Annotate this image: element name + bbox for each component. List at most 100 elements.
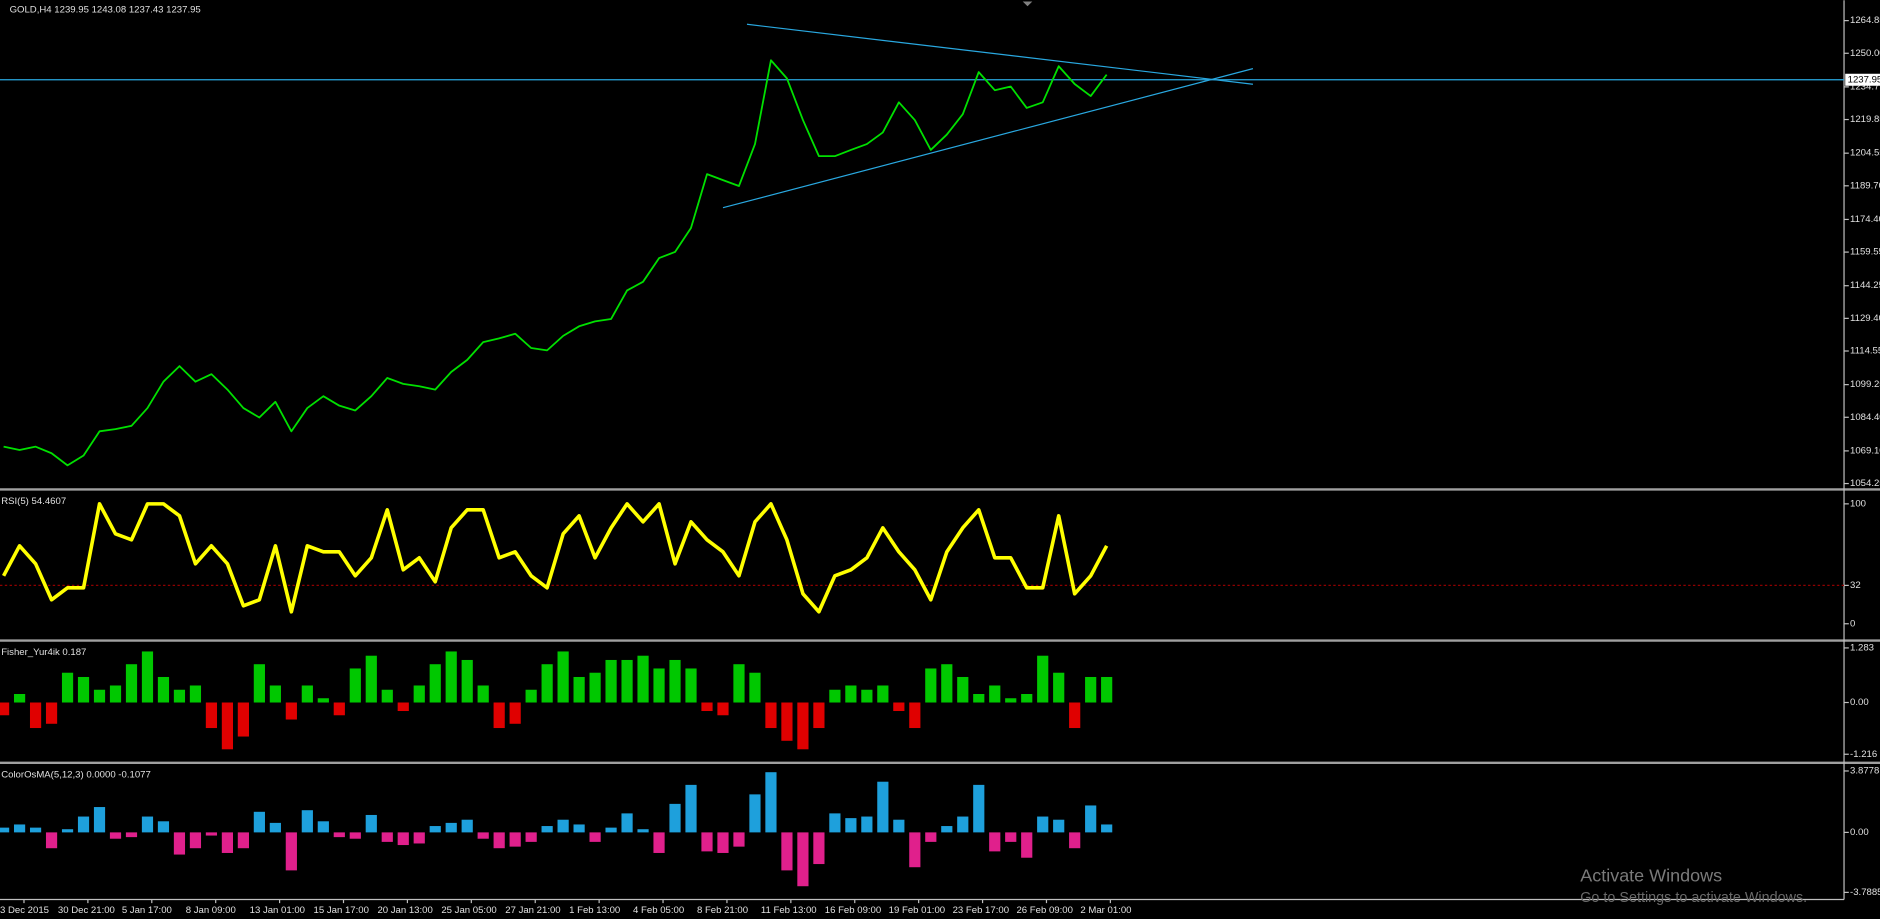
histogram-bar — [733, 832, 745, 847]
histogram-bar — [797, 832, 809, 887]
histogram-bar — [397, 702, 409, 712]
histogram-bar — [717, 832, 729, 853]
y-tick-label: 32 — [1850, 580, 1861, 591]
panel-title: Fisher_Yur4ik 0.187 — [1, 647, 86, 658]
histogram-bar — [173, 689, 186, 703]
y-tick-label: 1250.00 — [1850, 48, 1880, 59]
histogram-bar — [237, 702, 249, 737]
trendline — [746, 23, 1254, 85]
x-tick-label: 1 Feb 13:00 — [569, 905, 620, 916]
histogram-bar — [349, 668, 361, 703]
y-tick-label: 1099.25 — [1850, 379, 1880, 390]
histogram-bar — [749, 672, 761, 703]
y-tick-label: 1054.25 — [1850, 478, 1880, 489]
histogram-bar — [365, 814, 377, 833]
histogram-bar — [861, 816, 873, 833]
histogram-bar — [269, 822, 281, 833]
histogram-bar — [477, 685, 489, 703]
y-tick-label: 1129.40 — [1850, 313, 1880, 324]
histogram-bar — [685, 668, 697, 703]
series-line — [3, 59, 1108, 467]
panel-title: ColorOsMA(5,12,3) 0.0000 -0.1077 — [1, 769, 151, 780]
histogram-bar — [701, 832, 713, 852]
shift-marker — [1022, 1, 1033, 7]
histogram-bar — [653, 832, 665, 853]
histogram-bar — [461, 819, 473, 833]
x-tick-label: 15 Jan 17:00 — [314, 905, 369, 916]
x-tick-label: 3 Dec 2015 — [0, 905, 49, 916]
histogram-bar — [61, 672, 74, 703]
histogram-bar — [637, 655, 649, 703]
watermark-subtitle: Go to Settings to activate Windows. — [1580, 890, 1807, 906]
histogram-bar — [541, 664, 553, 703]
histogram-bar — [829, 813, 841, 833]
histogram-bar — [125, 664, 138, 703]
histogram-bar — [93, 807, 106, 833]
histogram-bar — [605, 659, 617, 703]
histogram-bar — [0, 702, 10, 716]
histogram-bar — [813, 832, 825, 865]
y-tick-label: 1114.55 — [1850, 346, 1880, 357]
histogram-bar — [141, 651, 154, 703]
histogram-bar — [573, 676, 585, 703]
histogram-bar — [669, 659, 681, 703]
histogram-bar — [573, 824, 585, 833]
y-tick-label: 0.00 — [1850, 827, 1869, 838]
histogram-bar — [285, 702, 297, 720]
histogram-bar — [285, 832, 297, 871]
histogram-bar — [1021, 693, 1033, 703]
histogram-bar — [829, 689, 841, 703]
histogram-bar — [909, 832, 921, 868]
y-tick-label: 1069.10 — [1850, 445, 1880, 456]
histogram-bar — [13, 693, 26, 703]
y-tick-label: 3.8778 — [1850, 766, 1879, 777]
x-tick-label: 4 Feb 05:00 — [633, 905, 684, 916]
histogram-bar — [605, 827, 617, 833]
histogram-bar — [29, 702, 42, 729]
histogram-bar — [189, 685, 202, 703]
histogram-bar — [93, 689, 106, 703]
histogram-bar — [253, 811, 265, 833]
histogram-bar — [157, 676, 170, 703]
x-tick-label: 8 Feb 21:00 — [697, 905, 748, 916]
histogram-bar — [909, 702, 921, 729]
histogram-bar — [0, 827, 10, 833]
y-tick-label: -3.7885 — [1850, 887, 1880, 898]
y-tick-label: 1159.55 — [1850, 247, 1880, 258]
histogram-bar — [1069, 832, 1081, 849]
histogram-bar — [925, 832, 937, 842]
trendline — [722, 68, 1254, 209]
histogram-bar — [541, 826, 553, 833]
x-tick-label: 26 Feb 09:00 — [1016, 905, 1072, 916]
histogram-bar — [621, 659, 633, 703]
x-tick-label: 16 Feb 09:00 — [825, 905, 881, 916]
histogram-bar — [397, 832, 409, 846]
histogram-bar — [413, 832, 425, 844]
histogram-bar — [877, 685, 889, 703]
histogram-bar — [749, 794, 761, 833]
y-tick-label: 1189.70 — [1850, 180, 1880, 191]
histogram-bar — [957, 676, 969, 703]
histogram-bar — [717, 702, 729, 716]
histogram-bar — [13, 824, 26, 833]
histogram-bar — [493, 702, 505, 729]
histogram-bar — [157, 821, 170, 833]
histogram-bar — [77, 816, 90, 833]
histogram-bar — [45, 702, 58, 724]
histogram-bar — [637, 829, 649, 833]
histogram-bar — [589, 832, 601, 842]
histogram-bar — [301, 810, 313, 833]
histogram-bar — [333, 832, 345, 838]
histogram-bar — [29, 827, 42, 833]
y-tick-label: 1264.85 — [1850, 15, 1880, 26]
histogram-bar — [381, 689, 393, 703]
histogram-bar — [525, 832, 537, 842]
x-tick-label: 30 Dec 21:00 — [58, 905, 115, 916]
histogram-bar — [141, 816, 154, 833]
histogram-bar — [509, 702, 521, 724]
histogram-bar — [1053, 819, 1065, 833]
x-tick-label: 8 Jan 09:00 — [186, 905, 236, 916]
histogram-bar — [781, 832, 793, 871]
histogram-bar — [109, 832, 122, 839]
